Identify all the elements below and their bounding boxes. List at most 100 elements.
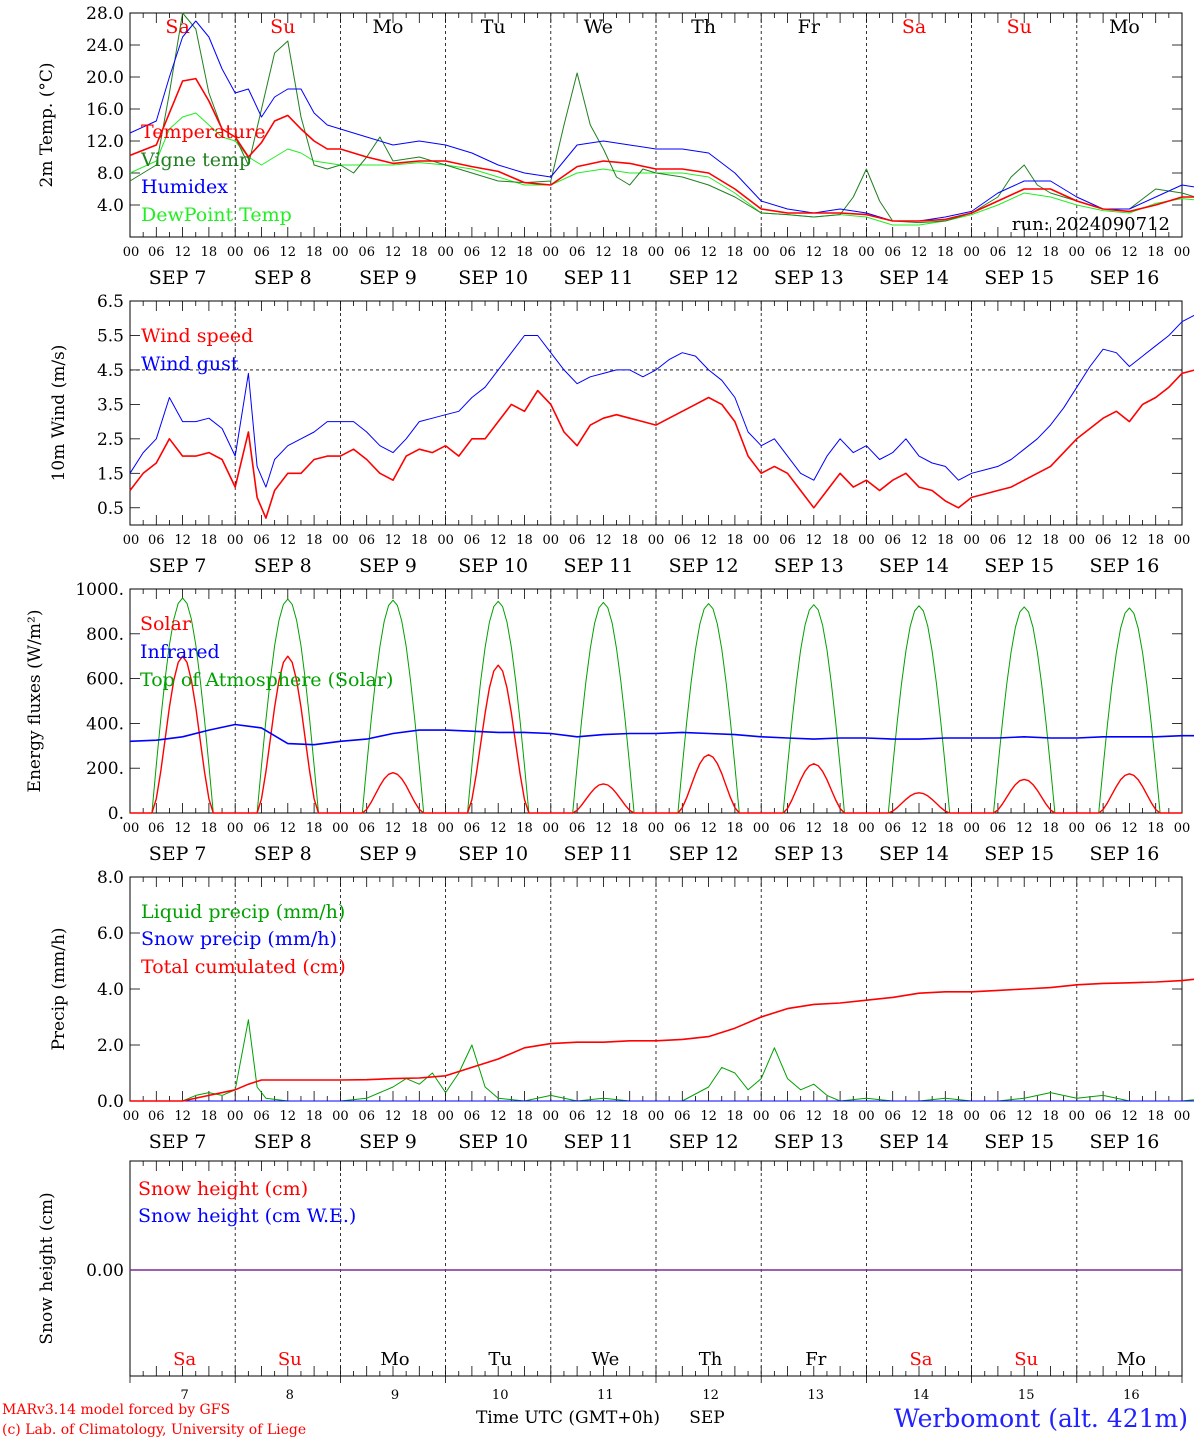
series-total-cumulated-cm [130,978,1194,1102]
hour-tick-label: 12 [1016,245,1033,260]
hour-tick-label: 06 [464,821,481,836]
hour-tick-label: 12 [595,245,612,260]
hour-tick-label: 12 [490,1109,507,1124]
hour-tick-label: 06 [990,245,1007,260]
hour-tick-label: 00 [123,533,140,548]
hour-tick-label: 18 [1042,1109,1059,1124]
date-label: SEP 7 [149,843,207,865]
weekday-label: Su [278,1349,302,1370]
weekday-label: Mo [380,1349,409,1370]
hour-tick-label: 18 [516,245,533,260]
hour-tick-label: 12 [174,533,191,548]
weekday-label: Tu [481,16,506,38]
hour-tick-label: 00 [648,821,665,836]
hour-tick-label: 00 [543,821,560,836]
hour-tick-label: 12 [806,821,823,836]
hour-tick-label: 00 [963,821,980,836]
y-tick-label: 2.0 [97,1036,124,1056]
y-tick-label: 5.5 [97,326,124,346]
series-wind-speed [129,369,1194,519]
hour-tick-label: 06 [148,821,165,836]
hour-tick-label: 12 [911,821,928,836]
hour-tick-label: 06 [148,533,165,548]
hour-tick-label: 18 [516,533,533,548]
hour-tick-label: 00 [227,533,244,548]
y-tick-label: 16.0 [86,100,124,120]
y-tick-label: 24.0 [86,36,124,56]
date-label: SEP 9 [359,267,417,289]
date-label: SEP 13 [774,1131,844,1153]
y-tick-label: 12.0 [86,132,124,152]
y-tick-label: 0.5 [97,499,124,519]
hour-tick-label: 06 [464,533,481,548]
hour-tick-label: 18 [516,1109,533,1124]
hour-tick-label: 06 [884,533,901,548]
hour-tick-label: 12 [806,1109,823,1124]
date-label: SEP 11 [563,555,633,577]
weekday-label: Su [1014,1349,1038,1370]
series-infrared [129,723,1194,746]
date-label: SEP 10 [458,555,528,577]
hour-tick-label: 00 [1174,821,1191,836]
hour-tick-label: 00 [437,1109,454,1124]
hour-tick-label: 00 [753,245,770,260]
y-tick-label: 8.0 [97,868,124,888]
hour-tick-label: 06 [990,1109,1007,1124]
date-label: SEP 15 [984,843,1054,865]
hour-tick-label: 06 [569,533,586,548]
hour-tick-label: 18 [411,821,428,836]
hour-tick-label: 12 [1016,533,1033,548]
hour-tick-label: 06 [674,1109,691,1124]
day-number-label: 15 [1018,1388,1035,1403]
hour-tick-label: 18 [516,821,533,836]
weekday-label: Mo [1117,1349,1146,1370]
weekday-label: Th [699,1349,723,1370]
hour-tick-label: 18 [727,533,744,548]
hour-tick-label: 00 [123,245,140,260]
hour-tick-label: 00 [1174,533,1191,548]
hour-tick-label: 06 [1095,245,1112,260]
chart-panel-3: 00 06 12 18 SEP 7 00 06 12 18 SEP 8 00 06 12 18 SEP 9 0… [25,580,1194,865]
hour-tick-label: 18 [1147,245,1164,260]
date-label: SEP 15 [984,267,1054,289]
hour-tick-label: 18 [832,533,849,548]
hour-tick-label: 12 [1121,245,1138,260]
hour-tick-label: 18 [832,245,849,260]
chart-panel-1: 00 06 12 18 SEP 7 00 06 12 18 SEP 8 00 06 12 18 SEP 9 0… [37,4,1194,289]
date-label: SEP 13 [774,267,844,289]
day-number-label: 13 [808,1388,825,1403]
hour-tick-label: 06 [253,533,270,548]
y-tick-label: 0.0 [97,1092,124,1112]
hour-tick-label: 00 [437,245,454,260]
hour-tick-label: 00 [648,533,665,548]
hour-tick-label: 12 [490,533,507,548]
hour-tick-label: 00 [437,533,454,548]
legend-entry: DewPoint Temp [141,204,292,226]
hour-tick-label: 06 [779,1109,796,1124]
hour-tick-label: 12 [385,533,402,548]
weekday-label: Fr [798,16,821,38]
hour-tick-label: 18 [621,821,638,836]
legend-entry: Humidex [141,176,228,198]
series-liquid-precip-mm-h [130,1019,1194,1102]
hour-tick-label: 18 [411,245,428,260]
hour-tick-label: 18 [727,1109,744,1124]
legend-entry: Snow height (cm W.E.) [138,1205,356,1227]
date-label: SEP 16 [1089,555,1159,577]
chart-panel-4: 00 06 12 18 SEP 7 00 06 12 18 SEP 8 00 06 12 18 SEP 9 0… [49,868,1194,1153]
series-wind-gust [129,314,1194,488]
hour-tick-label: 00 [753,1109,770,1124]
hour-tick-label: 18 [832,1109,849,1124]
hour-tick-label: 12 [911,245,928,260]
y-tick-label: 3.5 [97,395,124,415]
hour-tick-label: 12 [1121,1109,1138,1124]
y-tick-label: 1000. [75,580,124,600]
hour-tick-label: 18 [306,533,323,548]
weekday-label: Sa [902,16,926,38]
date-label: SEP 16 [1089,843,1159,865]
hour-tick-label: 18 [1147,821,1164,836]
hour-tick-label: 00 [858,533,875,548]
y-tick-label: 1.5 [97,464,124,484]
y-tick-label: 200. [86,759,124,779]
